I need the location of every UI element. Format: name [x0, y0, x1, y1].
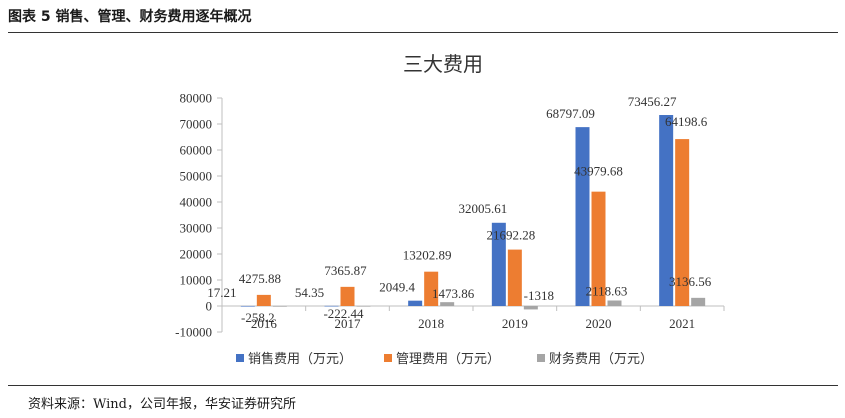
y-tick-label: 10000: [180, 273, 213, 288]
data-label: -1318: [524, 288, 554, 303]
y-tick-label: 0: [206, 299, 213, 314]
data-label: 7365.87: [324, 263, 367, 278]
bar: [691, 297, 706, 306]
data-label: 2118.63: [586, 283, 628, 298]
bar: [659, 115, 674, 306]
legend-swatch: [537, 354, 545, 362]
x-tick-label: 2019: [502, 316, 528, 331]
bar: [424, 271, 439, 306]
bar: [440, 302, 455, 306]
legend-label: 销售费用（万元）: [248, 351, 352, 366]
data-label: 2049.4: [379, 280, 415, 295]
y-tick-label: 50000: [180, 169, 213, 184]
x-tick-label: 2018: [418, 316, 444, 331]
chart-legend: 销售费用（万元） 管理费用（万元） 财务费用（万元）: [236, 351, 653, 366]
data-label: 21692.28: [486, 228, 535, 243]
legend-label: 管理费用（万元）: [396, 351, 500, 366]
legend-swatch: [384, 354, 392, 362]
y-tick-label: 70000: [180, 117, 213, 132]
bar: [507, 249, 522, 306]
top-rule: [8, 32, 838, 33]
data-label: 4275.88: [239, 271, 281, 286]
data-label: 17.21: [207, 285, 236, 300]
data-label: 3136.56: [669, 274, 712, 289]
bar: [675, 139, 690, 306]
chart-bars: [240, 115, 706, 310]
x-tick-label: 2016: [251, 316, 278, 331]
bar: [491, 222, 506, 306]
bar: [575, 127, 590, 306]
bar: [408, 300, 423, 306]
y-tick-label: 80000: [180, 91, 213, 106]
bar: [591, 191, 606, 306]
y-tick-label: -10000: [175, 325, 212, 340]
bar: [240, 305, 255, 307]
data-label: 1473.86: [432, 286, 475, 301]
figure-title: 图表 5 销售、管理、财务费用逐年概况: [8, 9, 252, 25]
x-tick-label: 2017: [335, 316, 362, 331]
data-label: 13202.89: [403, 248, 452, 263]
bar: [272, 306, 287, 307]
y-tick-label: 60000: [180, 143, 213, 158]
legend-label: 财务费用（万元）: [549, 351, 653, 366]
data-label: -258.2: [241, 310, 275, 325]
y-tick-label: 20000: [180, 247, 213, 262]
bar: [256, 294, 271, 306]
data-label: 43979.68: [574, 164, 623, 179]
chart-data-labels: 17.21 54.35 2049.4 32005.61 68797.09 73456.27…: [207, 94, 712, 325]
x-tick-label: 2020: [586, 316, 612, 331]
source-note: 资料来源：Wind，公司年报，华安证券研究所: [28, 397, 296, 412]
data-label: -222.44: [323, 306, 364, 321]
data-label: 54.35: [295, 285, 324, 300]
y-tick-label: 40000: [180, 195, 213, 210]
bar: [523, 306, 538, 310]
bar: [324, 305, 339, 307]
bar: [356, 306, 371, 307]
chart-axes: -10000 0 10000 20000 30000 40000 50000 60000 700…: [175, 91, 725, 340]
chart-title: 三大费用: [403, 53, 483, 76]
bottom-rule: [8, 385, 838, 386]
x-tick-label: 2021: [669, 316, 695, 331]
bar: [340, 286, 355, 306]
data-label: 68797.09: [546, 106, 595, 121]
data-label: 73456.27: [628, 94, 677, 109]
bar: [607, 300, 622, 306]
legend-swatch: [236, 354, 244, 362]
chart: 三大费用 -10000 0 10000 20000 30000 40000 50000 600…: [175, 53, 725, 366]
data-label: 32005.61: [458, 201, 507, 216]
y-tick-label: 30000: [180, 221, 213, 236]
data-label: 64198.6: [665, 114, 708, 129]
